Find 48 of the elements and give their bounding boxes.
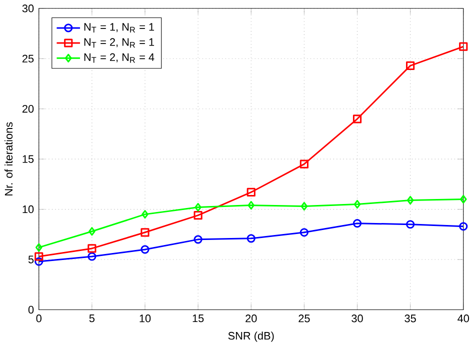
x-tick-label: 30 [352,314,363,322]
x-tick-label: 0 [36,314,42,322]
legend-label: N$_{T}$ = 2, N$_{R}$ = 4 [84,53,154,63]
x-tick-label: 20 [246,314,257,322]
y-tick-label: 25 [22,54,34,62]
point [140,228,150,237]
x-tick-label: 25 [298,314,310,322]
point [88,226,96,236]
x-tick-label: 35 [404,314,416,322]
point [246,234,256,243]
y-tick-label: 20 [22,104,34,113]
x-tick-label: 15 [192,314,204,322]
point [246,188,256,196]
y-tick-label: 15 [22,155,34,163]
legend-label: N$_{T}$ = 2, N$_{R}$ = 1 [84,38,154,48]
point [352,114,362,124]
point [88,252,96,261]
x-tick-label: 5 [89,314,95,322]
point [88,244,96,253]
point [459,42,468,51]
point [406,220,415,228]
x-tick-label: 40 [458,314,470,322]
y-tick-label: 5 [28,256,34,264]
point [34,257,44,266]
point [354,200,361,208]
point [300,160,308,168]
x-axis-title: SNR (dB) [228,331,274,342]
y-tick-label: 0 [28,306,34,314]
point [35,242,42,252]
point [352,218,362,228]
point [194,234,202,244]
point [194,210,202,220]
point [459,222,468,230]
y-tick-label: 30 [22,4,34,12]
y-tick-label: 10 [22,205,34,213]
point [248,200,255,210]
y-axis-title: Nr. of iterations [4,122,13,196]
point [406,196,414,204]
point [194,202,202,212]
point [142,210,148,218]
x-tick-label: 10 [140,314,151,322]
point [460,194,467,204]
legend-label: N$_{T}$ = 1, N$_{R}$ = 1 [84,23,154,32]
point [300,202,308,210]
point [140,245,150,254]
point [34,252,44,261]
point [300,228,308,237]
point [406,61,415,70]
